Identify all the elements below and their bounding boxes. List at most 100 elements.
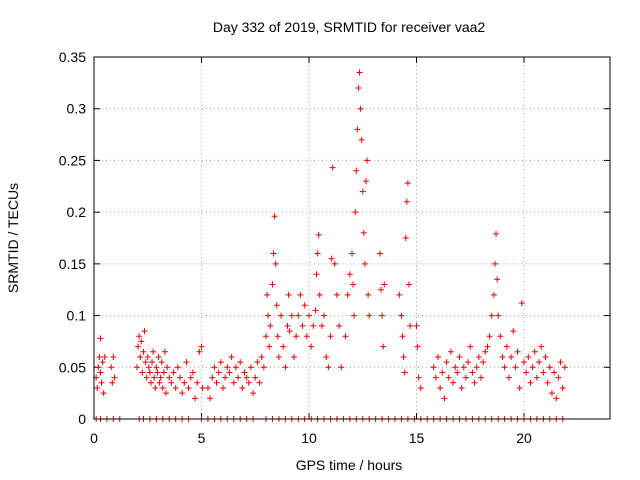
data-point — [96, 353, 103, 360]
data-point — [196, 348, 203, 355]
data-point — [523, 369, 530, 376]
data-point — [415, 374, 422, 381]
data-point — [533, 374, 540, 381]
data-point — [156, 379, 163, 386]
data-point — [512, 364, 519, 371]
data-point — [194, 379, 201, 386]
data-point — [491, 260, 498, 267]
data-point — [164, 364, 171, 371]
data-point — [303, 333, 310, 340]
data-point — [215, 369, 222, 376]
data-point — [256, 379, 263, 386]
data-point — [475, 353, 482, 360]
data-point — [168, 379, 175, 386]
data-point — [160, 369, 167, 376]
data-point — [155, 353, 162, 360]
data-point — [198, 343, 205, 350]
data-point — [312, 307, 319, 314]
data-point — [325, 364, 332, 371]
data-point — [480, 359, 487, 366]
data-point — [407, 322, 414, 329]
data-point — [450, 379, 457, 386]
data-point — [471, 379, 478, 386]
data-point — [354, 126, 361, 133]
data-point — [454, 369, 461, 376]
data-point — [443, 359, 450, 366]
data-point — [327, 333, 334, 340]
data-point — [98, 379, 105, 386]
data-point — [142, 359, 149, 366]
data-point — [414, 343, 421, 350]
data-point — [100, 390, 107, 397]
data-point — [321, 312, 328, 319]
x-tick-label: 10 — [301, 430, 317, 446]
data-point — [358, 136, 365, 143]
data-point — [494, 276, 501, 283]
data-point — [437, 384, 444, 391]
data-point — [271, 213, 278, 220]
data-point — [153, 364, 160, 371]
data-point — [469, 369, 476, 376]
data-point — [306, 312, 312, 319]
data-point — [396, 291, 403, 298]
data-point — [493, 230, 500, 237]
data-point — [353, 167, 360, 174]
data-point — [135, 343, 142, 350]
data-point — [540, 369, 547, 376]
data-point — [139, 369, 146, 376]
data-point — [145, 364, 152, 371]
data-point — [359, 188, 366, 195]
data-point — [561, 364, 568, 371]
data-point — [314, 250, 321, 257]
data-point — [158, 359, 165, 366]
data-point — [301, 302, 308, 309]
data-point — [285, 291, 292, 298]
data-point — [350, 281, 357, 288]
data-point — [315, 231, 322, 238]
data-point — [237, 359, 244, 366]
data-point — [95, 364, 102, 371]
data-point — [495, 312, 502, 319]
data-point — [439, 369, 446, 376]
data-point — [544, 379, 551, 386]
data-point — [209, 374, 216, 381]
data-point — [213, 379, 220, 386]
data-point — [250, 390, 257, 397]
data-point — [254, 359, 261, 366]
data-point — [252, 374, 259, 381]
data-point — [360, 229, 367, 236]
data-point — [247, 364, 254, 371]
data-point — [316, 291, 323, 298]
data-point — [138, 338, 145, 345]
data-point — [284, 322, 291, 329]
data-point — [101, 353, 108, 360]
y-tick-label: 0.35 — [59, 49, 86, 65]
data-point — [172, 384, 179, 391]
data-point — [263, 333, 269, 340]
data-point — [267, 322, 274, 329]
data-point — [478, 374, 484, 381]
data-point — [140, 348, 147, 355]
data-point — [149, 359, 156, 366]
data-point — [310, 322, 317, 329]
data-point — [521, 359, 527, 366]
chart-title: Day 332 of 2019, SRMTID for receiver vaa… — [213, 19, 486, 35]
data-point — [514, 348, 521, 355]
data-point — [159, 384, 166, 391]
data-point — [222, 374, 229, 381]
y-axis-label: SRMTID / TECUs — [5, 183, 21, 293]
data-point — [553, 395, 560, 402]
data-point — [232, 364, 239, 371]
grid-lines — [94, 57, 610, 419]
data-point — [228, 353, 235, 360]
data-point — [265, 312, 272, 319]
data-point — [402, 235, 409, 241]
tick-labels: 0 0.05 0.1 0.15 0.2 0.25 0.3 0.35 0 5 10 15 20 — [59, 49, 532, 446]
data-point — [456, 353, 463, 360]
data-point — [430, 364, 437, 371]
data-point — [136, 333, 143, 340]
data-point — [400, 353, 407, 360]
data-points — [93, 69, 568, 422]
